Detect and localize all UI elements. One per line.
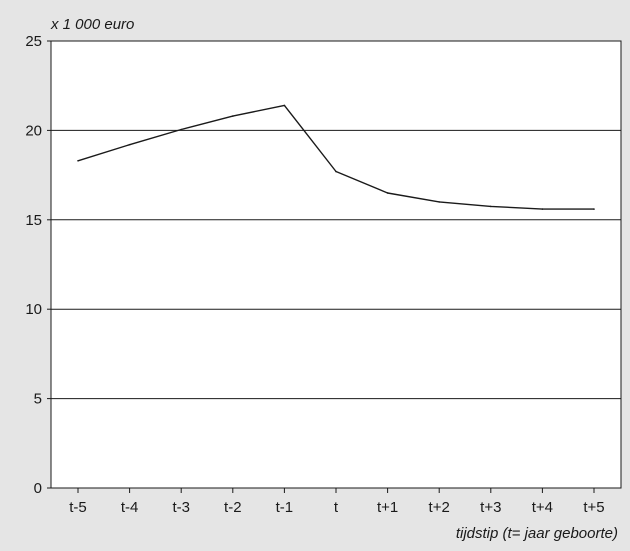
data-point [128, 143, 131, 146]
x-tick-label: t-5 [69, 499, 87, 516]
x-tick-label: t+4 [532, 499, 553, 516]
y-axis-label: x 1 000 euro [50, 16, 134, 33]
data-point [283, 104, 286, 107]
x-tick-label: t+5 [583, 499, 604, 516]
data-point [593, 208, 595, 210]
data-point [438, 201, 441, 203]
data-point [335, 170, 337, 173]
x-axis-label: tijdstip (t= jaar geboorte) [456, 525, 618, 542]
x-tick-labels: t-5 t-4 t-3 t-2 t-1 t t+1 t+2 t+3 t+4 t+5 [69, 488, 605, 516]
data-point [77, 159, 79, 162]
x-tick-label: t-2 [224, 499, 242, 516]
x-tick-label: t+2 [429, 499, 450, 516]
x-tick-label: t+3 [480, 499, 501, 516]
x-tick-label: t-4 [121, 499, 139, 516]
y-tick-labels: 0 5 10 15 20 25 [25, 33, 51, 497]
grid-lines [51, 129, 621, 400]
x-tick-label: t+1 [377, 499, 398, 516]
data-point [490, 205, 492, 208]
y-tick-label: 5 [34, 391, 42, 408]
series-lines [77, 104, 595, 210]
data-point [386, 192, 389, 194]
x-tick-label: t [334, 499, 339, 516]
x-tick-label: t-3 [172, 499, 190, 516]
data-point [541, 208, 544, 210]
data-point [180, 128, 182, 131]
y-tick-label: 15 [25, 212, 42, 229]
y-tick-label: 0 [34, 480, 42, 497]
plot-area [50, 40, 622, 489]
y-tick-label: 25 [25, 33, 42, 50]
y-tick-label: 20 [25, 122, 42, 139]
data-point [232, 115, 234, 117]
y-tick-label: 10 [25, 301, 42, 318]
x-tick-label: t-1 [276, 499, 294, 516]
